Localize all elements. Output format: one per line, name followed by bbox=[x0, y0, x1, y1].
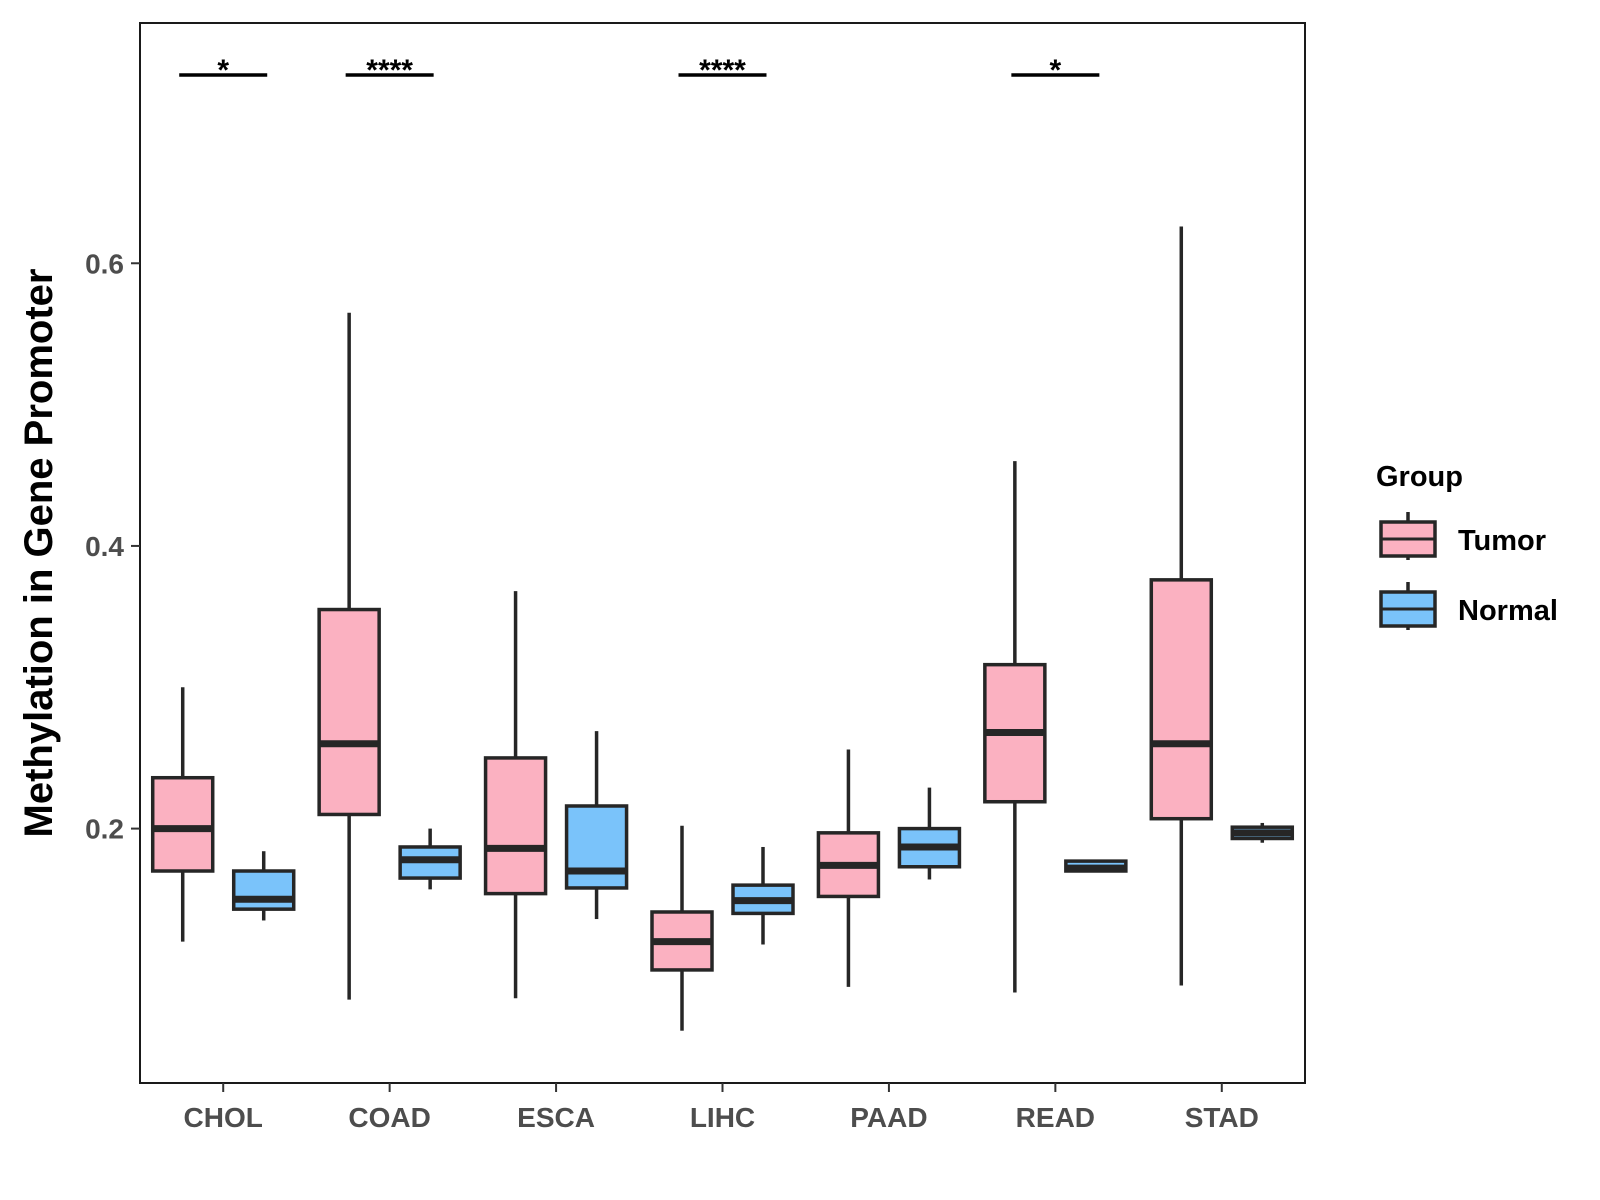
box-esca-tumor bbox=[483, 591, 548, 999]
box-paad-normal bbox=[897, 787, 962, 880]
y-tick-label: 0.6 bbox=[85, 248, 124, 279]
boxes-layer bbox=[150, 226, 1295, 1031]
box-coad-tumor bbox=[317, 312, 381, 1000]
box-read-normal bbox=[1064, 859, 1128, 873]
significance-label: **** bbox=[699, 54, 746, 87]
y-axis-title: Methylation in Gene Promoter bbox=[17, 269, 61, 838]
x-tick-label-coad: COAD bbox=[348, 1102, 430, 1133]
significance-label: * bbox=[1050, 54, 1062, 87]
box-chol-tumor bbox=[150, 687, 215, 942]
box-paad-tumor bbox=[816, 749, 881, 987]
box-stad-normal bbox=[1230, 822, 1295, 843]
box-chol-normal bbox=[231, 851, 296, 921]
plot-panel bbox=[139, 22, 1306, 1084]
x-tick-label-paad: PAAD bbox=[850, 1102, 927, 1133]
significance-coad: **** bbox=[345, 54, 434, 87]
significance-label: * bbox=[217, 54, 229, 87]
x-tick-label-lihc: LIHC bbox=[690, 1102, 755, 1133]
x-tick-label-stad: STAD bbox=[1185, 1102, 1259, 1133]
significance-read: * bbox=[1011, 54, 1100, 87]
box-body bbox=[483, 756, 548, 896]
box-lihc-tumor bbox=[650, 825, 714, 1031]
y-tick-label: 0.2 bbox=[85, 814, 124, 845]
box-body bbox=[564, 804, 629, 890]
box-stad-tumor bbox=[1149, 226, 1214, 986]
box-body bbox=[317, 607, 381, 817]
box-esca-normal bbox=[564, 731, 629, 920]
legend: Group Tumor Normal bbox=[1376, 461, 1558, 630]
significance-annotations: * **** **** * bbox=[179, 54, 1100, 87]
x-tick-label-esca: ESCA bbox=[517, 1102, 595, 1133]
legend-title: Group bbox=[1376, 461, 1463, 493]
box-body bbox=[231, 869, 296, 911]
legend-label: Tumor bbox=[1458, 525, 1546, 557]
x-tick-label-chol: CHOL bbox=[184, 1102, 263, 1133]
y-axis: 0.2 0.4 0.6 bbox=[85, 248, 140, 845]
box-body bbox=[1149, 578, 1214, 821]
legend-item-tumor: Tumor bbox=[1379, 512, 1546, 560]
box-coad-normal bbox=[398, 828, 462, 890]
significance-label: **** bbox=[366, 54, 413, 87]
significance-chol: * bbox=[179, 54, 268, 87]
x-axis: CHOL COAD ESCA LIHC PAAD READ STAD bbox=[184, 1083, 1259, 1133]
box-body bbox=[150, 775, 215, 873]
box-lihc-normal bbox=[731, 846, 795, 945]
box-read-tumor bbox=[983, 461, 1047, 993]
y-tick-label: 0.4 bbox=[85, 531, 124, 562]
legend-label: Normal bbox=[1458, 595, 1558, 627]
legend-item-normal: Normal bbox=[1379, 582, 1558, 630]
significance-lihc: **** bbox=[678, 54, 767, 87]
x-tick-label-read: READ bbox=[1016, 1102, 1095, 1133]
